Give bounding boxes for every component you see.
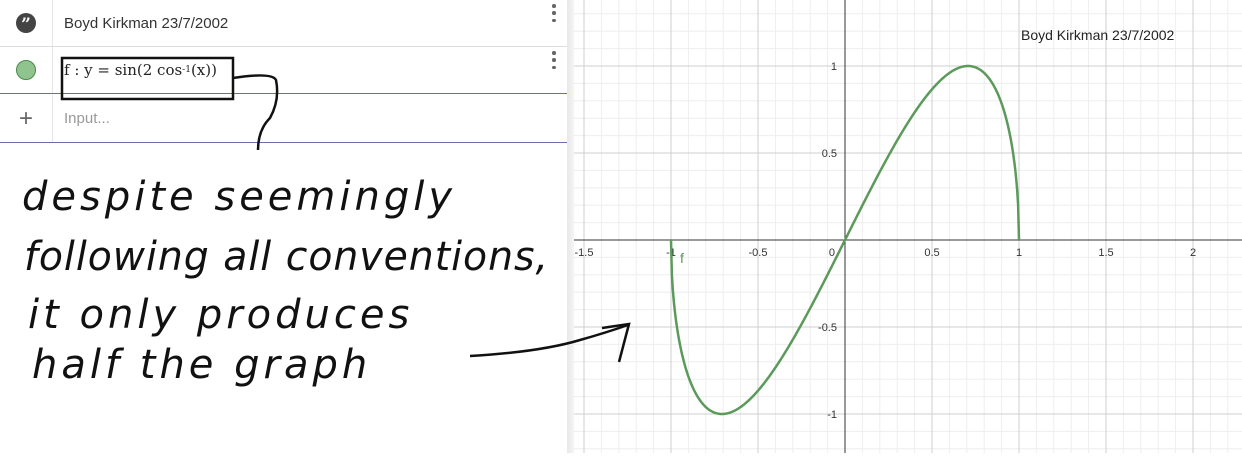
function-curve[interactable] — [669, 64, 1021, 416]
panel-divider[interactable] — [567, 0, 574, 453]
input-bar[interactable]: Input... — [64, 110, 110, 127]
graphics-view[interactable]: -1.5 -1 -0.5 0 0.5 1 1.5 2 1 0.5 -0.5 -1 f — [574, 0, 1242, 453]
x-tick-label: -0.5 — [749, 247, 768, 259]
algebra-input-row[interactable]: + Input... — [0, 95, 567, 143]
y-tick-label: 1 — [831, 61, 837, 73]
more-options-icon[interactable] — [551, 4, 557, 22]
algebra-view: ” Boyd Kirkman 23/7/2002 f : y = sin(2 c… — [0, 0, 567, 453]
x-tick-label: 0 — [829, 247, 835, 259]
y-tick-label: -0.5 — [818, 322, 837, 334]
text-object-label[interactable]: Boyd Kirkman 23/7/2002 — [64, 14, 229, 32]
x-tick-labels: -1.5 -1 -0.5 0 0.5 1 1.5 2 — [575, 247, 1197, 259]
plus-icon: + — [18, 104, 33, 132]
x-tick-label: 1.5 — [1098, 247, 1113, 259]
y-tick-labels: 1 0.5 -0.5 -1 — [818, 61, 837, 421]
more-options-icon[interactable] — [551, 51, 557, 69]
formula-prefix: f : y = sin(2 cos — [64, 61, 183, 79]
x-tick-label: 2 — [1190, 247, 1196, 259]
x-tick-label: 0.5 — [924, 247, 939, 259]
formula-exponent: -1 — [182, 65, 191, 75]
formula-suffix: (x)) — [190, 61, 217, 79]
curve-label[interactable]: f — [680, 250, 684, 266]
add-marker[interactable]: + — [0, 95, 53, 142]
algebra-row-text[interactable]: ” Boyd Kirkman 23/7/2002 — [0, 0, 567, 47]
algebra-row-function[interactable]: f : y = sin(2 cos -1 (x)) — [0, 47, 567, 94]
quote-icon: ” — [16, 13, 36, 35]
visibility-toggle[interactable] — [0, 47, 53, 93]
x-tick-label: 1 — [1016, 247, 1022, 259]
grid-major — [574, 0, 1242, 453]
graph-canvas[interactable]: -1.5 -1 -0.5 0 0.5 1 1.5 2 1 0.5 -0.5 -1 f — [574, 0, 1242, 453]
x-tick-label: -1.5 — [575, 247, 594, 259]
circle-icon — [16, 60, 36, 80]
text-marker[interactable]: ” — [0, 0, 53, 46]
function-definition[interactable]: f : y = sin(2 cos -1 (x)) — [64, 47, 217, 93]
graph-text-label[interactable]: Boyd Kirkman 23/7/2002 — [1021, 27, 1175, 43]
grid-minor — [574, 0, 1242, 453]
y-tick-label: 0.5 — [822, 148, 837, 160]
axes — [574, 0, 1242, 453]
y-tick-label: -1 — [827, 409, 837, 421]
